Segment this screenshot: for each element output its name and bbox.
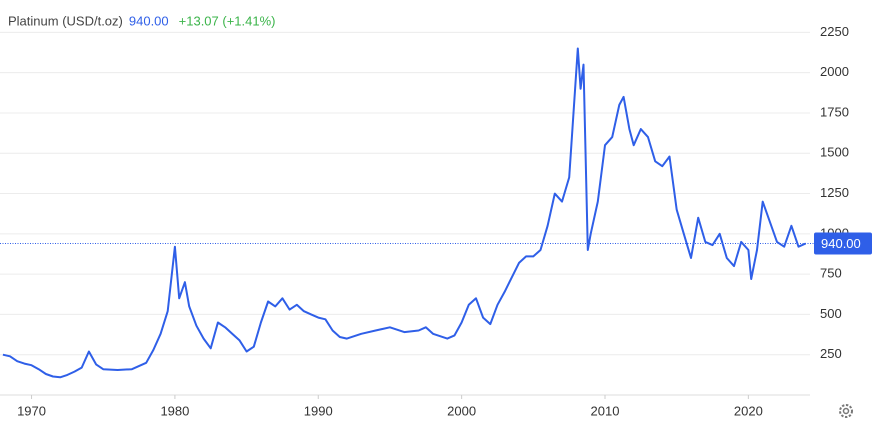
- y-tick-label: 1500: [820, 145, 849, 160]
- y-tick-label: 750: [820, 266, 842, 281]
- price-change: +13.07 (+1.41%): [179, 13, 276, 28]
- last-price-box: [814, 232, 872, 255]
- y-tick-label: 2000: [820, 64, 849, 79]
- x-tick-label: 2010: [591, 403, 620, 418]
- y-tick-label: 250: [820, 346, 842, 361]
- last-price: 940.00: [129, 13, 169, 28]
- y-tick-label: 500: [820, 306, 842, 321]
- price-line: [2, 47, 807, 379]
- last-price-label: 940.00: [821, 236, 861, 251]
- chart-title: Platinum (USD/t.oz): [8, 13, 123, 28]
- x-tick-label: 2020: [734, 403, 763, 418]
- y-tick-label: 2250: [820, 24, 849, 39]
- x-tick-label: 1990: [304, 403, 333, 418]
- x-tick-label: 1980: [160, 403, 189, 418]
- x-tick-label: 2000: [447, 403, 476, 418]
- x-tick-label: 1970: [17, 403, 46, 418]
- y-tick-label: 1250: [820, 185, 849, 200]
- y-tick-label: 1750: [820, 104, 849, 119]
- settings-icon[interactable]: [839, 404, 853, 418]
